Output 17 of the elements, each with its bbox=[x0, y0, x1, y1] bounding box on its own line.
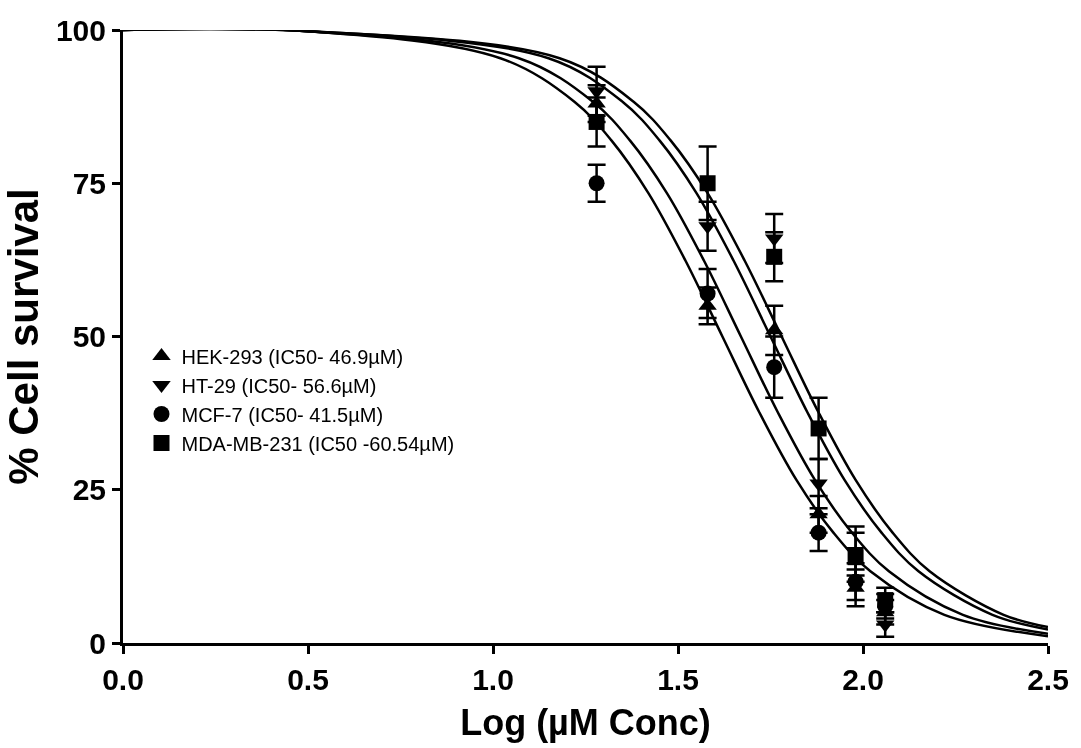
legend-label: MCF-7 (IC50- 41.5µM) bbox=[181, 403, 384, 426]
y-tick-label: 75 bbox=[72, 166, 106, 200]
y-tick-label: 50 bbox=[72, 320, 106, 353]
x-tick-label: 0.0 bbox=[102, 663, 144, 696]
y-tick-label: 25 bbox=[72, 473, 106, 507]
legend-label: HT-29 (IC50- 56.6µM) bbox=[181, 374, 377, 397]
x-tick-label: 1.5 bbox=[657, 663, 699, 696]
legend-label: MDA-MB-231 (IC50 -60.54µM) bbox=[181, 432, 455, 455]
x-tick-label: 1.0 bbox=[472, 663, 514, 696]
x-tick-label: 2.0 bbox=[842, 663, 884, 696]
legend-label: HEK-293 (IC50- 46.9µM) bbox=[181, 345, 404, 368]
x-tick-label: 0.5 bbox=[287, 663, 329, 696]
y-tick-label: 0 bbox=[89, 626, 106, 660]
y-tick-label: 100 bbox=[55, 13, 106, 47]
x-axis-title: Log (µM Conc) bbox=[460, 701, 711, 743]
y-axis-title: % Cell survival bbox=[0, 188, 47, 485]
x-tick-label: 2.5 bbox=[1027, 663, 1069, 696]
